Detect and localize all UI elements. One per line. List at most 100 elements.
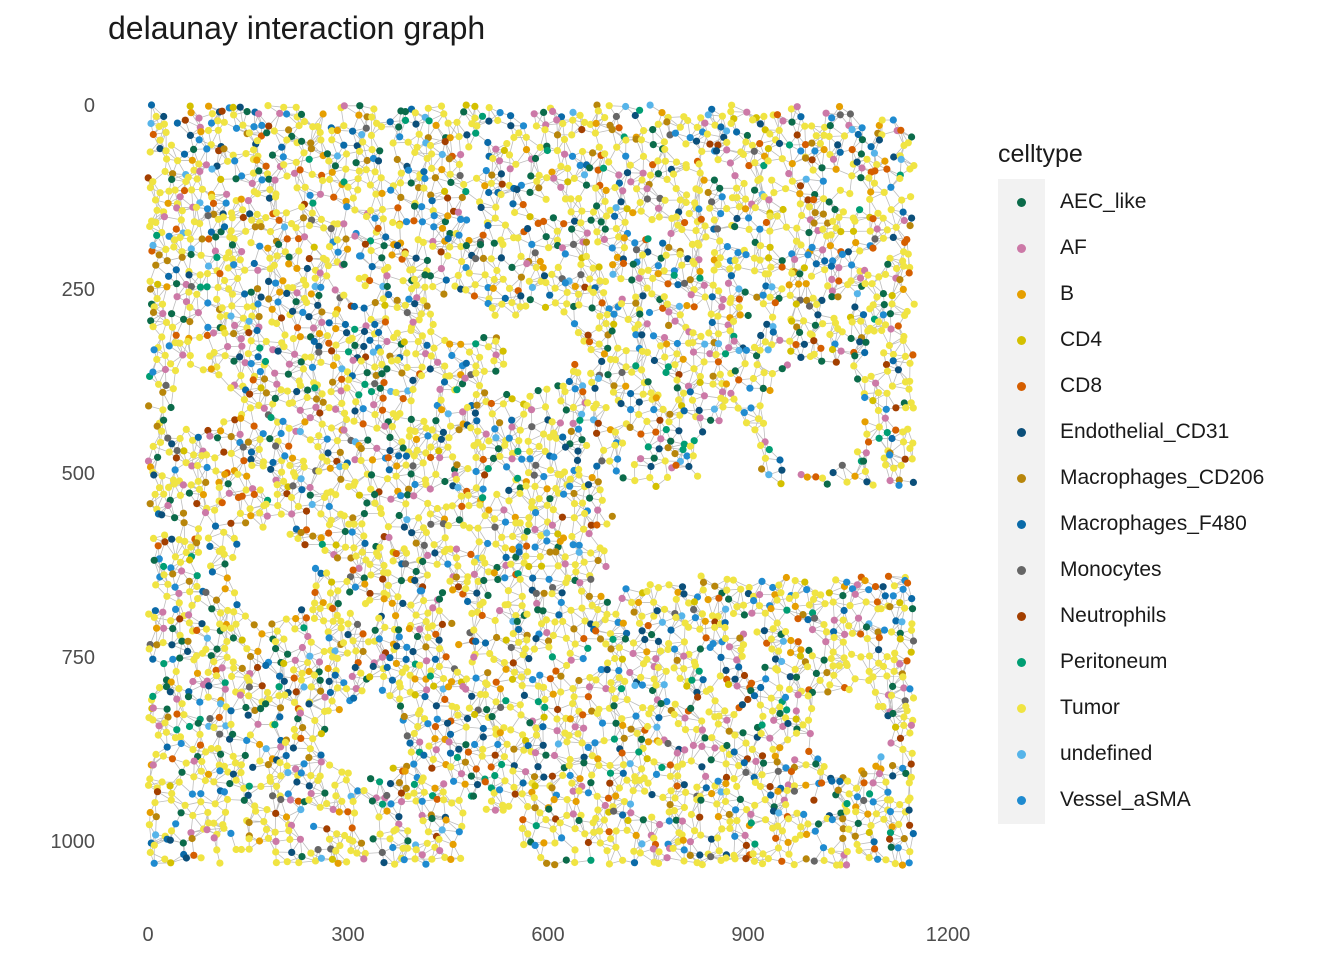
cell-point [399, 395, 407, 403]
cell-point [455, 796, 463, 805]
cell-point [748, 745, 757, 754]
cell-point [256, 740, 264, 749]
cell-point [825, 198, 833, 206]
cell-point [601, 616, 609, 624]
cell-point [578, 587, 586, 595]
cell-point [880, 454, 888, 462]
cell-point [603, 847, 611, 855]
cell-point [714, 777, 722, 785]
cell-point [427, 443, 435, 451]
cell-point [693, 725, 701, 734]
cell-point [737, 585, 745, 593]
cell-point [567, 195, 575, 203]
cell-point [762, 282, 770, 290]
cell-point [480, 367, 488, 375]
cell-point [215, 371, 223, 379]
cell-point [600, 737, 608, 745]
cell-point [244, 197, 252, 205]
cell-point [523, 402, 531, 410]
cell-point [148, 247, 156, 255]
cell-point [853, 784, 861, 792]
cell-point [559, 771, 567, 780]
cell-point [508, 455, 516, 463]
cell-point [145, 610, 153, 618]
cell-point [422, 618, 430, 626]
cell-point [424, 720, 432, 728]
cell-point [423, 571, 431, 579]
cell-point [617, 300, 626, 308]
cell-point [440, 110, 448, 118]
cell-point [803, 663, 812, 671]
cell-point [280, 223, 289, 231]
cell-point [490, 655, 498, 664]
legend-dot-icon [1017, 657, 1026, 667]
cell-point [882, 405, 890, 413]
cell-point [553, 236, 562, 244]
cell-point [869, 397, 877, 405]
cell-point [462, 264, 470, 272]
cell-point [805, 747, 813, 756]
cell-point [152, 813, 160, 821]
cell-point [861, 280, 869, 288]
cell-point [248, 461, 256, 469]
cell-point [698, 763, 706, 771]
cell-point [199, 491, 207, 499]
cell-point [804, 820, 812, 828]
cell-point [680, 652, 688, 660]
cell-point [307, 353, 315, 361]
cell-point [836, 777, 844, 786]
cell-point [788, 269, 796, 277]
cell-point [465, 269, 473, 277]
cell-point [730, 775, 738, 783]
cell-point [162, 728, 170, 736]
cell-point [532, 724, 540, 732]
cell-point [814, 311, 822, 319]
cell-point [561, 279, 570, 287]
cell-point [769, 824, 777, 832]
cell-point [557, 688, 565, 696]
cell-point [459, 408, 467, 416]
cell-point [856, 274, 865, 282]
cell-point [750, 597, 758, 605]
cell-point [179, 351, 187, 359]
cell-point [566, 482, 574, 490]
cell-point [777, 589, 785, 597]
cell-point [422, 424, 430, 432]
cell-point [444, 443, 452, 451]
cell-point [890, 656, 898, 664]
cell-point [678, 760, 687, 768]
cell-point [437, 248, 445, 256]
cell-point [159, 310, 167, 318]
cell-point [733, 682, 741, 690]
cell-point [846, 110, 855, 118]
cell-point [178, 248, 186, 256]
cell-point [246, 390, 254, 398]
cell-point [505, 497, 513, 505]
cell-point [412, 611, 420, 619]
legend-dot-icon [1017, 473, 1026, 483]
cell-point [392, 388, 400, 397]
cell-point [605, 828, 613, 836]
cell-point [769, 745, 777, 753]
cell-point [536, 553, 544, 561]
cell-point [209, 329, 218, 337]
cell-point [358, 131, 366, 139]
cell-point [714, 612, 722, 621]
cell-point [580, 525, 588, 533]
cell-point [457, 243, 465, 251]
cell-point [483, 680, 491, 689]
cell-point [193, 572, 201, 580]
cell-point [168, 175, 176, 183]
cell-point [379, 800, 387, 808]
legend-item: undefined [998, 731, 1152, 777]
cell-point [364, 638, 373, 646]
cell-point [370, 401, 378, 409]
cell-point [410, 729, 418, 738]
cell-point [230, 261, 238, 269]
cell-point [723, 138, 731, 146]
cell-point [276, 713, 284, 721]
cell-point [574, 329, 583, 337]
legend-key [998, 611, 1045, 621]
cell-point [641, 787, 649, 795]
cell-point [253, 210, 261, 218]
